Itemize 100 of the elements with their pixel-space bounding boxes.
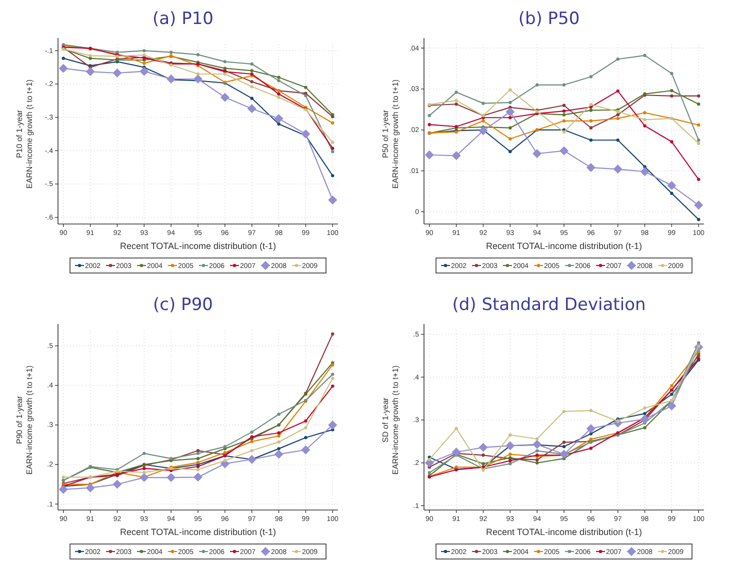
point xyxy=(142,466,146,470)
point xyxy=(670,94,674,98)
point xyxy=(86,67,95,76)
point xyxy=(62,476,65,479)
point xyxy=(196,456,200,460)
point xyxy=(562,410,566,414)
point xyxy=(142,62,146,65)
point xyxy=(697,178,700,182)
point xyxy=(670,384,674,388)
point xyxy=(250,80,254,84)
point xyxy=(88,56,92,60)
point xyxy=(196,53,200,56)
point xyxy=(424,150,434,160)
point xyxy=(304,86,308,89)
point xyxy=(62,56,65,60)
point xyxy=(304,436,308,440)
point xyxy=(697,102,700,106)
point xyxy=(331,140,334,144)
point xyxy=(535,461,539,464)
point xyxy=(478,442,488,452)
point xyxy=(562,83,566,87)
point xyxy=(428,471,431,474)
point xyxy=(562,113,566,116)
point xyxy=(250,62,254,66)
point xyxy=(428,114,431,118)
point xyxy=(331,372,334,376)
point xyxy=(142,53,146,57)
point xyxy=(250,430,254,434)
point xyxy=(277,79,280,82)
point xyxy=(142,49,146,52)
chart-title: (c) P90 xyxy=(153,295,213,315)
point xyxy=(589,438,593,441)
point xyxy=(142,470,146,474)
point xyxy=(166,473,176,482)
point xyxy=(532,149,542,158)
chart-title: (a) P10 xyxy=(152,9,214,29)
point xyxy=(643,118,646,122)
point xyxy=(194,74,202,84)
point xyxy=(643,412,646,416)
point xyxy=(454,90,458,94)
point xyxy=(140,473,149,482)
y-axis-title: P10 of 1-year EARN-income growth (t to t+1) xyxy=(15,79,34,189)
point xyxy=(589,138,593,142)
y-axis-title: P50 of 1-year EARN-income growth (t to t+1) xyxy=(381,79,400,189)
point xyxy=(58,64,68,73)
point xyxy=(331,332,334,336)
point xyxy=(640,167,650,176)
point xyxy=(482,102,485,105)
point xyxy=(508,433,512,437)
point xyxy=(697,218,700,222)
point xyxy=(535,458,539,462)
point xyxy=(328,420,338,430)
point xyxy=(506,107,515,116)
point xyxy=(560,450,568,459)
point xyxy=(331,146,334,150)
x-axis-title: Recent TOTAL-income distribution (t-1) xyxy=(486,241,642,251)
point xyxy=(142,452,146,456)
point xyxy=(454,102,458,106)
point xyxy=(562,444,566,448)
point xyxy=(640,414,650,424)
point xyxy=(589,408,593,412)
chart-title: (d) Standard Deviation xyxy=(452,295,646,315)
point xyxy=(643,406,646,410)
point xyxy=(112,68,122,78)
point xyxy=(194,472,202,482)
point xyxy=(482,119,485,123)
chart-title: (b) P50 xyxy=(518,9,580,29)
point xyxy=(331,376,334,380)
point xyxy=(452,151,461,160)
point xyxy=(535,83,539,87)
point xyxy=(589,75,593,78)
point xyxy=(670,140,674,144)
point xyxy=(616,58,620,61)
point xyxy=(562,109,566,113)
point xyxy=(277,447,280,450)
point xyxy=(667,401,676,410)
point xyxy=(482,462,485,466)
y-axis-title: P90 of 1-year EARN-income growth (t to t+1) xyxy=(15,365,34,475)
point xyxy=(589,102,593,106)
point xyxy=(508,459,512,462)
point xyxy=(274,450,284,459)
point xyxy=(277,122,280,126)
point xyxy=(247,454,256,464)
point xyxy=(508,137,512,141)
point xyxy=(304,94,308,98)
point xyxy=(697,94,700,98)
point xyxy=(589,126,593,130)
point xyxy=(304,419,308,423)
point xyxy=(697,138,700,142)
point xyxy=(220,92,230,102)
point xyxy=(250,96,254,100)
point xyxy=(331,121,334,125)
point xyxy=(670,392,674,396)
point xyxy=(223,458,227,462)
point xyxy=(643,124,646,128)
point xyxy=(589,446,593,450)
point xyxy=(452,448,461,457)
point xyxy=(328,196,338,204)
point xyxy=(247,104,256,114)
point xyxy=(562,440,566,444)
